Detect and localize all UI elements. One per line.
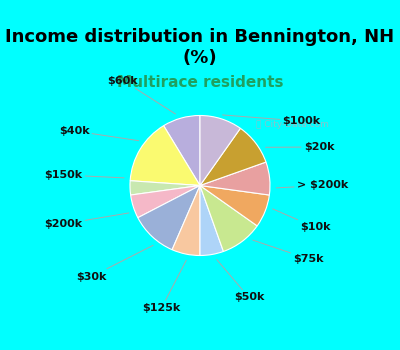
Text: $150k: $150k: [44, 170, 124, 180]
Text: $20k: $20k: [266, 142, 334, 152]
Text: $60k: $60k: [108, 76, 176, 114]
Text: $10k: $10k: [273, 209, 331, 232]
Wedge shape: [200, 162, 270, 195]
Text: $200k: $200k: [44, 213, 129, 229]
Wedge shape: [164, 116, 200, 186]
Wedge shape: [130, 126, 200, 186]
Wedge shape: [130, 181, 200, 195]
Wedge shape: [172, 186, 200, 256]
Text: $75k: $75k: [253, 240, 324, 264]
Wedge shape: [200, 186, 224, 256]
Text: Multirace residents: Multirace residents: [117, 75, 283, 90]
Wedge shape: [200, 186, 269, 226]
Wedge shape: [138, 186, 200, 250]
Text: Income distribution in Bennington, NH
(%): Income distribution in Bennington, NH (%…: [6, 28, 394, 67]
Text: $100k: $100k: [223, 115, 320, 126]
Text: $125k: $125k: [142, 260, 186, 313]
Wedge shape: [200, 116, 240, 186]
Wedge shape: [200, 128, 266, 186]
Text: $50k: $50k: [217, 260, 264, 302]
Wedge shape: [131, 186, 200, 218]
Wedge shape: [200, 186, 257, 251]
Text: > $200k: > $200k: [276, 181, 348, 190]
Text: $30k: $30k: [76, 245, 153, 281]
Text: $40k: $40k: [59, 126, 139, 141]
Text: ⓘ City-Data.com: ⓘ City-Data.com: [256, 120, 328, 129]
